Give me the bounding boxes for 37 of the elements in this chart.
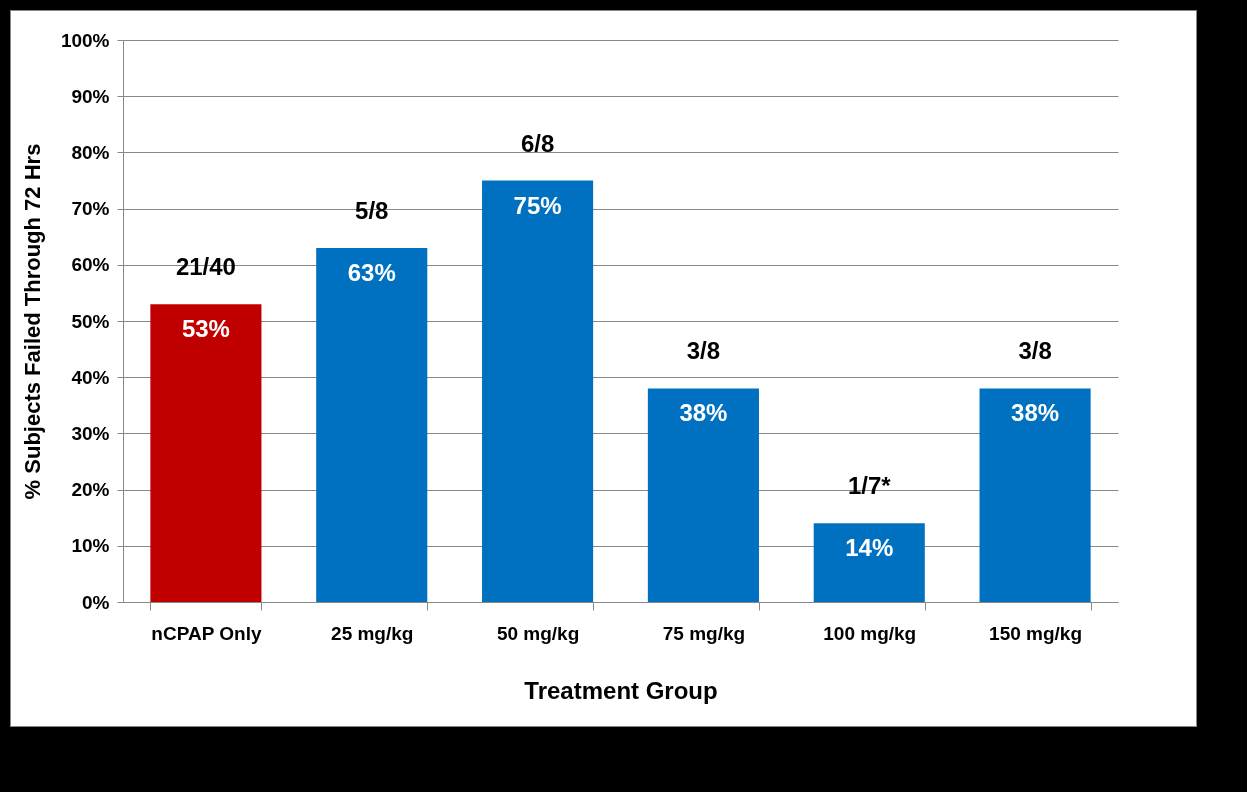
x-tick-label: 75 mg/kg: [662, 622, 746, 644]
bar: [482, 180, 594, 602]
x-tick-label: 25 mg/kg: [331, 622, 414, 644]
y-tick-label: 60%: [71, 254, 110, 276]
y-tick-label: 100%: [60, 29, 110, 51]
y-tick-label: 40%: [71, 366, 110, 388]
bar: [316, 247, 428, 602]
bar: [813, 523, 925, 602]
data-label: 63%: [347, 258, 396, 286]
data-label: 53%: [181, 315, 230, 343]
y-tick-label: 0%: [82, 591, 110, 613]
bar: [150, 304, 262, 602]
annotation: 3/8: [686, 337, 721, 365]
y-tick-label: 90%: [71, 85, 110, 107]
data-label: 38%: [679, 399, 728, 427]
y-tick-label: 70%: [71, 198, 110, 220]
bar: [647, 388, 759, 602]
annotation: 6/8: [520, 129, 555, 157]
annotation: 5/8: [355, 196, 389, 224]
y-tick-label: 20%: [71, 479, 110, 501]
x-tick-label: 50 mg/kg: [496, 622, 580, 644]
y-axis-title: % Subjects Failed Through 72 Hrs: [19, 143, 45, 500]
y-tick-label: 80%: [71, 141, 110, 163]
bar: [979, 388, 1091, 602]
x-axis-title: Treatment Group: [524, 676, 718, 704]
x-tick-label: 150 mg/kg: [989, 622, 1083, 644]
y-tick-label: 10%: [71, 535, 110, 557]
y-tick-label: 50%: [71, 310, 110, 332]
annotation: 1/7*: [847, 472, 892, 500]
data-label: 14%: [845, 534, 894, 562]
x-tick-label: nCPAP Only: [151, 622, 262, 644]
annotation: 3/8: [1018, 337, 1052, 365]
data-label: 75%: [513, 191, 562, 219]
y-tick-label: 30%: [71, 422, 110, 444]
annotation: 21/40: [175, 253, 236, 281]
x-tick-label: 100 mg/kg: [823, 622, 917, 644]
data-label: 38%: [1011, 399, 1060, 427]
